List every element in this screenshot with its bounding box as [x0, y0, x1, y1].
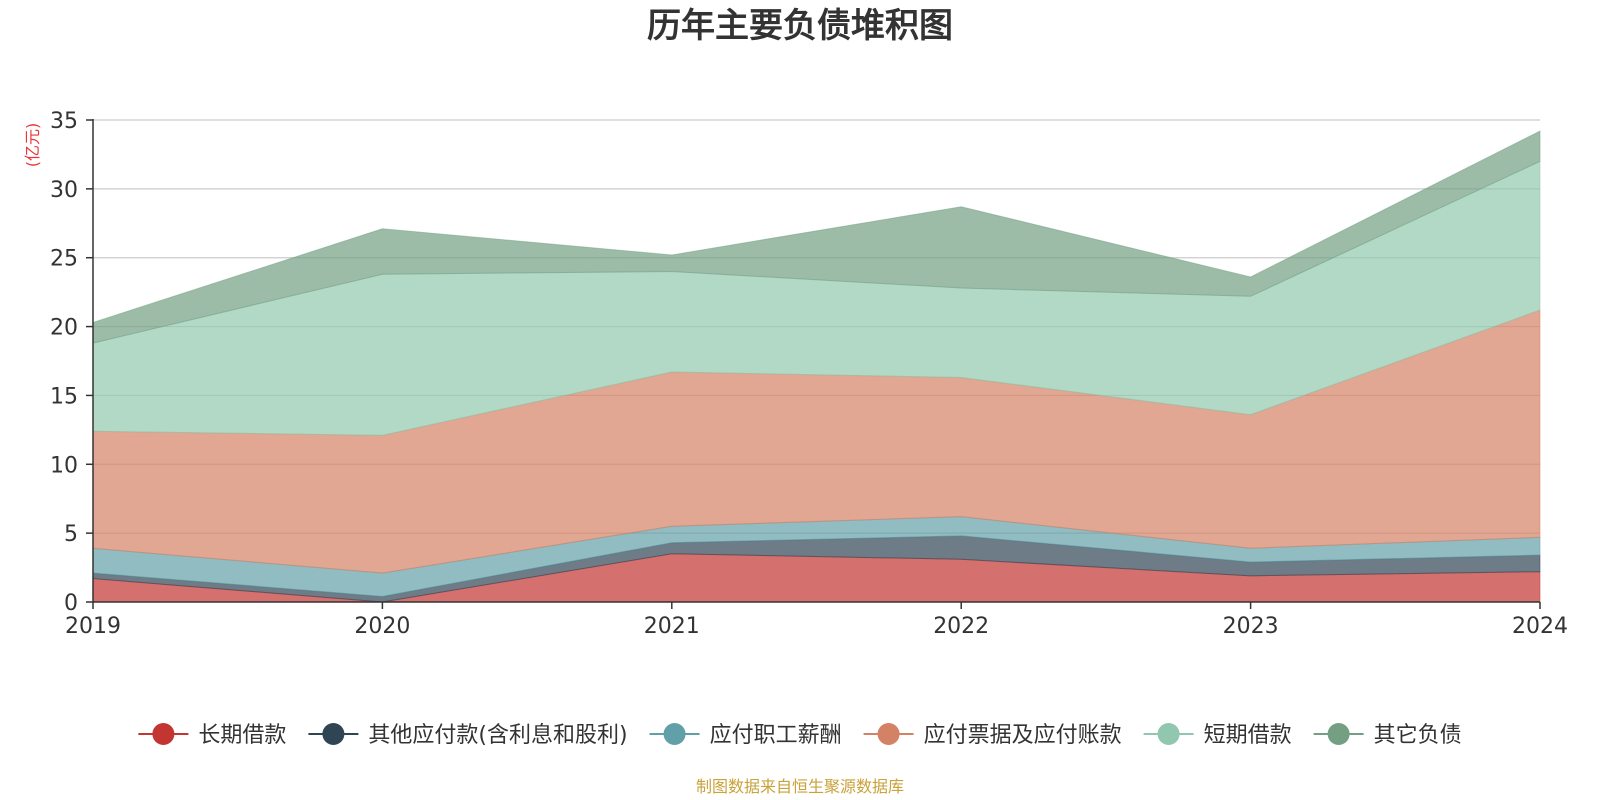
legend-item	[863, 723, 914, 745]
legend-label: 长期借款	[198, 723, 286, 748]
legend: 长期借款 其他应付款(含利息和股利) 应付职工薪酬 应付票据及应付账款 短期借款 其它负债	[138, 723, 1462, 748]
legend-item	[308, 723, 359, 745]
legend-label: 应付职工薪酬	[710, 723, 842, 748]
y-tick-label: 10	[50, 453, 78, 478]
x-tick-label: 2022	[933, 614, 989, 639]
legend-item	[1143, 723, 1194, 745]
legend-label: 应付票据及应付账款	[924, 723, 1122, 748]
y-axis-unit-label: (亿元)	[23, 123, 42, 168]
legend-item	[649, 723, 700, 745]
y-tick-label: 20	[50, 316, 78, 341]
legend-marker	[663, 723, 686, 745]
axes: 0 5 10 15 20 25 30 35 2019 2020 2021 2022 2023 2024	[50, 109, 1568, 639]
legend-label: 短期借款	[1204, 723, 1292, 748]
y-tick-label: 0	[64, 591, 78, 616]
legend-marker	[877, 723, 900, 745]
x-tick-label: 2021	[644, 614, 700, 639]
legend-marker	[152, 723, 175, 745]
legend-marker	[1157, 723, 1180, 745]
legend-marker	[1327, 723, 1350, 745]
x-tick-label: 2019	[65, 614, 121, 639]
legend-label: 其它负债	[1374, 723, 1462, 748]
x-tick-label: 2023	[1223, 614, 1279, 639]
area-series	[92, 130, 1541, 603]
legend-marker	[322, 723, 345, 745]
legend-item	[138, 723, 189, 745]
x-tick-label: 2020	[354, 614, 410, 639]
x-tick-label: 2024	[1512, 614, 1568, 639]
y-tick-label: 15	[50, 384, 78, 409]
source-note: 制图数据来自恒生聚源数据库	[696, 777, 904, 796]
y-tick-label: 25	[50, 247, 78, 272]
y-tick-label: 30	[50, 178, 78, 203]
area-其它负债	[92, 130, 1541, 344]
y-tick-label: 5	[64, 522, 78, 547]
legend-label: 其他应付款(含利息和股利)	[368, 723, 627, 748]
y-tick-label: 35	[50, 109, 78, 134]
legend-item	[1313, 723, 1364, 745]
chart-title: 历年主要负债堆积图	[647, 6, 953, 46]
